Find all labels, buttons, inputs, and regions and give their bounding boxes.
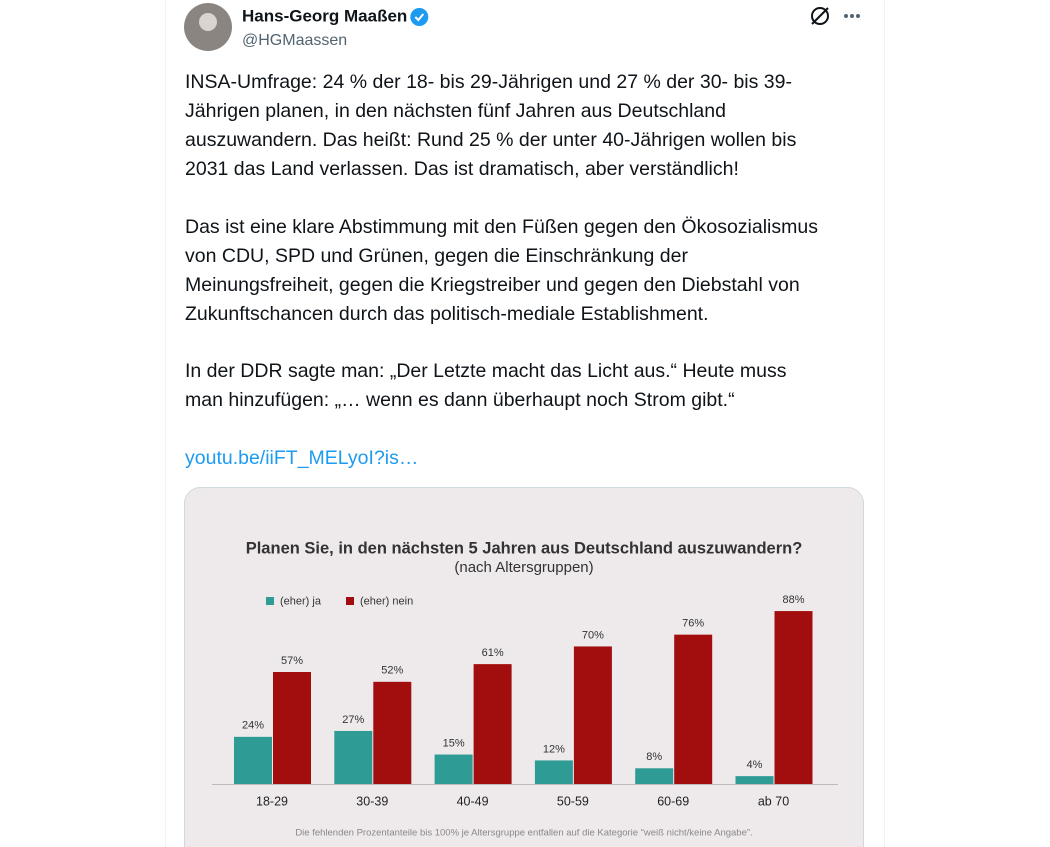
bar: [273, 671, 311, 784]
data-label: 15%: [443, 737, 465, 749]
x-tick-label: 30-39: [356, 794, 388, 808]
more-icon[interactable]: [844, 14, 860, 18]
tweet-text-line: Jährigen planen, in den nächsten fünf Ja…: [185, 100, 726, 122]
bar: [774, 611, 813, 784]
verified-badge: [410, 8, 429, 26]
chart-title: Planen Sie, in den nächsten 5 Jahren aus…: [246, 539, 803, 557]
data-label: 4%: [747, 759, 763, 771]
legend-swatch: [266, 597, 274, 605]
x-tick-label: 40-49: [457, 794, 489, 808]
grok-icon[interactable]: [811, 7, 829, 25]
tweet-text-line: man hinzufügen: „… wenn es dann überhaup…: [185, 389, 735, 411]
x-tick-label: 50-59: [557, 794, 589, 808]
avatar-face: [199, 13, 217, 31]
x-tick-label: 60-69: [657, 794, 689, 808]
tweet-text-line: auszuwandern. Das heißt: Rund 25 % der u…: [185, 129, 797, 151]
legend-label: (eher) nein: [360, 595, 413, 607]
author-name[interactable]: Hans-Georg Maaßen: [242, 6, 407, 25]
x-tick-label: 18-29: [256, 794, 288, 808]
data-label: 27%: [342, 714, 364, 726]
data-label: 88%: [782, 594, 804, 606]
tweet-text-line: Meinungsfreiheit, gegen die Kriegstreibe…: [185, 274, 800, 296]
data-label: 12%: [543, 743, 565, 755]
bar: [473, 664, 512, 784]
bar: [635, 768, 674, 784]
bar: [534, 760, 573, 784]
data-label: 24%: [242, 720, 264, 732]
data-label: 8%: [646, 751, 662, 763]
tweet-text-line: 2031 das Land verlassen. Das ist dramati…: [185, 158, 739, 180]
legend-label: (eher) ja: [280, 595, 322, 607]
bar: [234, 736, 272, 784]
data-label: 70%: [582, 629, 604, 641]
link[interactable]: youtu.be/iiFT_MELyoI?is…: [185, 447, 418, 469]
tweet-text-line: Zukunftschancen durch das politisch-medi…: [185, 303, 709, 325]
chart-subtitle: (nach Altersgruppen): [454, 559, 593, 576]
tweet-text-line: INSA-Umfrage: 24 % der 18- bis 29-Jährig…: [185, 71, 792, 93]
chart-note: Die fehlenden Prozentanteile bis 100% je…: [295, 828, 752, 839]
x-tick-label: ab 70: [758, 794, 789, 808]
data-label: 76%: [682, 618, 704, 630]
data-label: 52%: [381, 665, 403, 677]
tweet-text-line: von CDU, SPD und Grünen, gegen die Einsc…: [185, 245, 688, 267]
bar: [735, 776, 774, 784]
tweet-text-line: Das ist eine klare Abstimmung mit den Fü…: [185, 216, 818, 238]
data-label: 61%: [482, 647, 504, 659]
author-handle[interactable]: @HGMaassen: [242, 32, 347, 49]
bar: [674, 634, 713, 784]
bar: [334, 730, 373, 784]
bar: [434, 754, 473, 784]
data-label: 57%: [281, 655, 303, 667]
legend-swatch: [346, 597, 354, 605]
tweet-text-line: In der DDR sagte man: „Der Letzte macht …: [185, 360, 787, 382]
bar: [573, 646, 612, 784]
bar: [373, 681, 412, 784]
